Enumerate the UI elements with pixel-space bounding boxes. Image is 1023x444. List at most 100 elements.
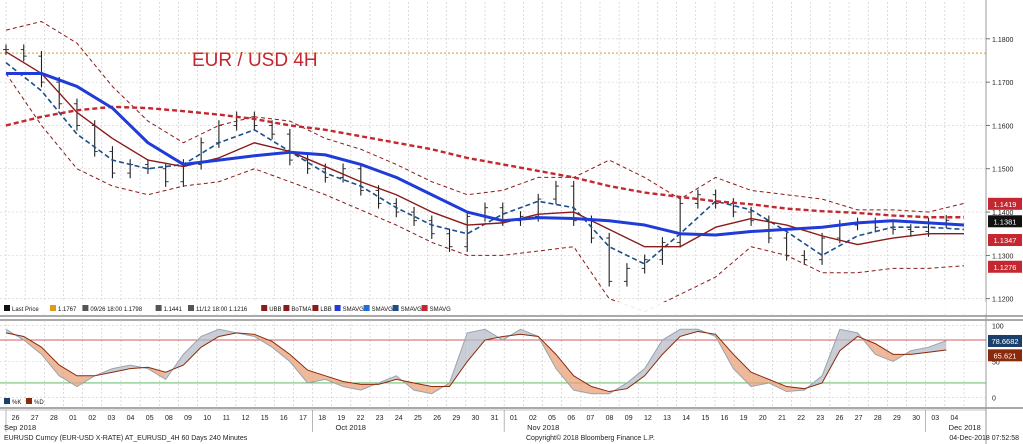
x-tick-label: 06 (567, 415, 575, 422)
x-tick-label: 31 (491, 415, 499, 422)
x-tick-label: 22 (797, 415, 805, 422)
x-tick-label: 16 (280, 415, 288, 422)
x-tick-label: 04 (951, 415, 959, 422)
legend-label: SMAVG (372, 307, 394, 313)
osc-fill (751, 372, 769, 387)
legend-swatch (188, 305, 194, 311)
osc-legend-label: %D (34, 400, 44, 406)
osc-fill (343, 381, 361, 391)
legend-label: 09/26 18:00 1.1798 (90, 307, 142, 313)
footer-center: Copyright© 2018 Bloomberg Finance L.P. (526, 434, 655, 442)
last-value-badge-box (988, 197, 1022, 210)
month-label: Sep 2018 (4, 423, 36, 432)
legend-swatch (421, 305, 428, 311)
y-tick-label: 1.1200 (992, 297, 1014, 304)
last-value-badge-label: 1.1419 (994, 200, 1017, 209)
x-tick-label: 03 (931, 415, 939, 422)
x-tick-label: 22 (357, 415, 365, 422)
month-label: Nov 2018 (527, 423, 559, 432)
osc-fill (289, 354, 308, 383)
legend-label: Last Price (12, 307, 39, 313)
x-tick-label: 02 (88, 415, 96, 422)
x-tick-label: 05 (146, 415, 154, 422)
legend-label: SMAVG (430, 307, 452, 313)
legend-background (0, 302, 986, 314)
osc-fill (23, 336, 42, 355)
last-value-badge-label: 1.1347 (994, 236, 1017, 245)
x-tick-label: 05 (548, 415, 556, 422)
osc-fill (112, 365, 131, 373)
osc-legend: %K %D (4, 398, 44, 406)
legend-swatch (50, 305, 56, 311)
main-panel-series (3, 20, 965, 313)
osc-y-tick-label: 50 (992, 359, 1000, 366)
x-tick-label: 27 (31, 415, 39, 422)
x-tick-label: 19 (740, 415, 748, 422)
osc-fill (41, 347, 60, 376)
x-tick-label: 11 (223, 415, 230, 422)
oscillator-series (5, 328, 947, 395)
x-tick-label: 26 (836, 415, 844, 422)
x-axis: 26 27 28 01 02 03 04 05 08 09 10 11 12 15 16 17 18 19 22 23… (0, 409, 986, 432)
y-tick-label: 1.1300 (992, 253, 1014, 260)
footer-left: EURUSD Curncy (EUR-USD X-RATE) AT_EURUSD… (4, 435, 248, 442)
legend-swatch (82, 305, 89, 311)
x-tick-label: 19 (337, 415, 345, 422)
legend-label: 11/12 18:00 1.1216 (196, 307, 248, 313)
osc-fill (555, 354, 574, 391)
x-tick-label: 08 (606, 415, 614, 422)
legend-swatch (334, 305, 341, 311)
x-tick-label: 08 (165, 415, 173, 422)
osc-last-value-badge-label: 78.6682 (991, 337, 1018, 346)
chart-title: EUR / USD 4H (192, 50, 318, 71)
osc-y-tick-label: 100 (992, 324, 1004, 331)
x-tick-label: 28 (874, 415, 882, 422)
x-tick-label: 15 (261, 415, 269, 422)
osc-fill (680, 329, 698, 337)
legend-swatch (155, 305, 162, 311)
x-tick-label: 24 (395, 415, 403, 422)
x-tick-label: 23 (376, 415, 384, 422)
month-label: Dec 2018 (949, 423, 981, 432)
x-tick-label: 30 (472, 415, 480, 422)
x-tick-label: 12 (242, 415, 250, 422)
x-tick-label: 16 (721, 415, 729, 422)
x-tick-label: 09 (184, 415, 192, 422)
osc-fill (591, 386, 610, 394)
x-tick-label: 12 (644, 415, 652, 422)
osc-fill (325, 375, 344, 387)
legend-label: 1.1441 (164, 307, 183, 313)
legend-label: 1.1767 (58, 307, 77, 313)
osc-fill (839, 329, 858, 351)
osc-fill (573, 375, 592, 394)
series-line-sma_long (5, 105, 964, 219)
y-tick-label: 1.1600 (992, 123, 1014, 130)
osc-fill (218, 329, 237, 337)
x-tick-label: 17 (299, 415, 307, 422)
x-tick-label: 02 (529, 415, 537, 422)
x-tick-label: 15 (701, 415, 709, 422)
legend-swatch (261, 305, 268, 311)
x-tick-label: 10 (203, 415, 211, 422)
x-tick-label: 03 (107, 415, 115, 422)
osc-fill (272, 341, 290, 362)
osc-y-tick-label: 0 (992, 395, 996, 402)
y-tick-label: 1.1700 (992, 80, 1014, 87)
series-line-botma (5, 51, 964, 248)
x-tick-label: 21 (778, 415, 786, 422)
legend-label: UBB (269, 307, 281, 313)
month-label: Oct 2018 (336, 423, 366, 432)
osc-fill (644, 340, 663, 376)
osc-fill (733, 354, 752, 387)
osc-fill (414, 382, 432, 394)
y-tick-label: 1.1500 (992, 167, 1014, 174)
osc-last-value-badge-box (988, 349, 1022, 362)
legend-swatch (312, 305, 319, 311)
osc-fill (307, 370, 326, 383)
x-tick-label: 04 (127, 415, 135, 422)
last-value-badge-box (988, 260, 1022, 273)
x-tick-label: 29 (893, 415, 901, 422)
last-value-badge-label: 1.1381 (994, 217, 1017, 226)
x-tick-label: 26 (433, 415, 441, 422)
